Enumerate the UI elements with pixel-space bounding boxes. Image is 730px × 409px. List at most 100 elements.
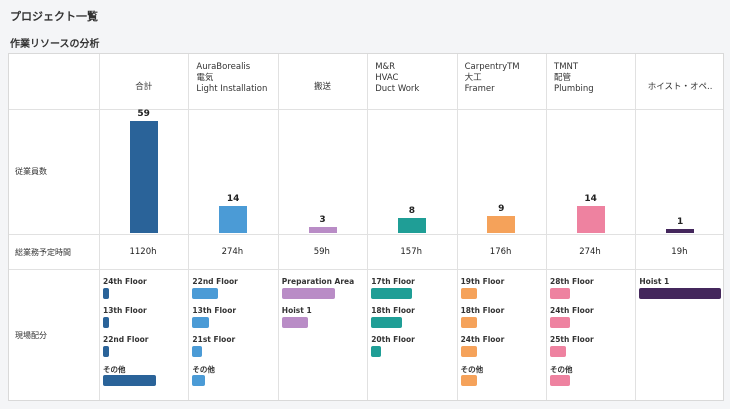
location-label: 24th Floor xyxy=(550,306,594,315)
count-value: 8 xyxy=(408,205,416,216)
planned-hours-value: 274h xyxy=(579,247,601,257)
section-title: 作業リソースの分析 xyxy=(10,39,100,50)
count-value: 1 xyxy=(676,217,684,227)
count-bar xyxy=(487,215,516,233)
row-label-location: 現場配分 xyxy=(15,331,47,340)
column-header-trade2: Plumbing xyxy=(554,84,594,94)
location-label: Hoist 1 xyxy=(281,306,312,315)
grid-col-divider xyxy=(99,54,100,400)
column-header: M&R HVAC Duct Work xyxy=(375,62,450,95)
location-label: その他 xyxy=(460,365,484,374)
column-header-company: CarpentryTM xyxy=(464,62,520,72)
grid-col-divider xyxy=(546,54,547,400)
location-label: 24th Floor xyxy=(460,335,505,344)
location-bar xyxy=(192,346,203,357)
location-bar xyxy=(103,346,109,357)
column-header-trade1: 電気 xyxy=(196,73,214,83)
planned-hours-value: 157h xyxy=(400,247,422,257)
location-bar xyxy=(639,288,721,299)
location-label: その他 xyxy=(550,365,573,374)
location-label: 22nd Floor xyxy=(103,335,149,344)
count-value: 14 xyxy=(584,194,597,205)
location-bar xyxy=(550,317,571,328)
location-bar xyxy=(103,375,156,386)
count-bar xyxy=(397,217,426,233)
location-bar xyxy=(550,346,567,357)
location-bar xyxy=(460,375,477,386)
column-header: 搬送 xyxy=(278,82,367,93)
count-bar xyxy=(576,206,605,233)
count-value: 3 xyxy=(319,215,326,226)
grid-row-divider xyxy=(9,269,723,270)
count-bar xyxy=(219,206,248,233)
location-bar xyxy=(460,288,477,299)
grid-row-divider xyxy=(9,109,723,110)
column-header-company: AuraBorealis xyxy=(196,62,251,72)
location-label: 17th Floor xyxy=(371,277,415,286)
location-bar xyxy=(192,317,209,328)
column-header-trade2: Light Installation xyxy=(196,84,268,94)
location-bar xyxy=(192,288,219,299)
location-label: その他 xyxy=(192,365,215,374)
planned-hours-value: 19h xyxy=(671,247,688,257)
location-label: 18th Floor xyxy=(371,306,415,315)
planned-hours-value: 274h xyxy=(221,247,244,257)
location-bar xyxy=(371,288,412,299)
column-header: AuraBorealis 電気 Light Installation xyxy=(196,62,271,95)
column-header-trade1: ホイスト・オペ.. xyxy=(647,82,713,92)
location-bar xyxy=(460,346,477,357)
count-value: 59 xyxy=(137,109,150,119)
grid-col-divider xyxy=(367,54,369,400)
column-header-company: M&R xyxy=(375,62,396,72)
grid-col-divider xyxy=(188,54,190,400)
count-value: 14 xyxy=(226,194,240,205)
location-label: 21st Floor xyxy=(192,335,236,344)
grid-col-divider xyxy=(456,54,458,400)
location-bar xyxy=(281,288,335,299)
location-bar xyxy=(192,375,206,386)
column-header-trade1: 大工 xyxy=(464,73,482,83)
location-label: 24th Floor xyxy=(103,277,147,286)
page-title: プロジェクト一覧 xyxy=(10,10,98,23)
location-label: Preparation Area xyxy=(281,277,355,286)
row-label-planned-hours: 総業務予定時間 xyxy=(15,248,71,257)
column-header-company: TMNT xyxy=(554,62,579,72)
column-header: 合計 xyxy=(99,82,188,93)
planned-hours-value: 176h xyxy=(489,247,512,257)
location-bar xyxy=(371,346,381,357)
location-label: その他 xyxy=(103,365,126,374)
location-bar xyxy=(371,317,403,328)
resource-analysis-grid: 従業員数 総業務予定時間 現場配分 合計 59 1120h 24th Floor 13t… xyxy=(8,53,724,401)
count-bar xyxy=(129,121,158,233)
row-label-plan-count: 従業員数 xyxy=(15,167,47,176)
planned-hours-value: 59h xyxy=(313,247,330,257)
location-label: 20th Floor xyxy=(371,335,415,344)
location-bar xyxy=(103,317,109,328)
column-header-trade2: Framer xyxy=(464,84,495,94)
location-bar xyxy=(550,375,571,386)
count-bar xyxy=(666,229,695,233)
column-header-trade1: HVAC xyxy=(375,73,399,83)
column-header: ホイスト・オペ.. xyxy=(635,82,724,93)
location-label: Hoist 1 xyxy=(639,277,670,286)
location-label: 28th Floor xyxy=(550,277,594,286)
grid-col-divider xyxy=(635,54,637,400)
column-header: TMNT 配管 Plumbing xyxy=(554,62,629,95)
location-bar xyxy=(281,317,308,328)
count-bar xyxy=(308,227,337,233)
count-value: 9 xyxy=(498,203,505,214)
column-header-trade1: 搬送 xyxy=(313,82,331,92)
location-bar xyxy=(103,288,109,299)
location-label: 25th Floor xyxy=(550,335,594,344)
planned-hours-value: 1120h xyxy=(129,247,157,257)
location-label: 13th Floor xyxy=(103,306,147,315)
column-header: CarpentryTM 大工 Framer xyxy=(465,62,540,95)
location-label: 22nd Floor xyxy=(192,277,238,286)
location-bar xyxy=(460,317,477,328)
column-header-trade1: 合計 xyxy=(135,82,153,92)
column-header-trade1: 配管 xyxy=(554,73,572,83)
location-bar xyxy=(550,288,571,299)
grid-row-divider xyxy=(9,234,723,235)
location-label: 13th Floor xyxy=(192,306,237,315)
column-header-trade2: Duct Work xyxy=(375,84,420,94)
